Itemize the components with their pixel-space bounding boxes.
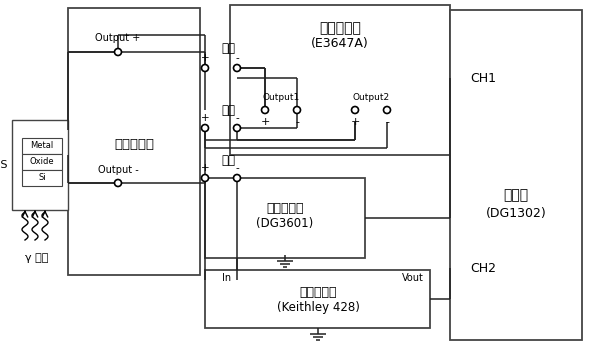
Text: CH1: CH1 [470, 72, 496, 84]
Circle shape [233, 125, 241, 131]
Text: 电流放大器: 电流放大器 [299, 285, 337, 299]
Text: 控制: 控制 [221, 103, 235, 116]
Circle shape [202, 125, 208, 131]
Bar [230, 5, 450, 155]
Text: 固态继电器: 固态继电器 [114, 139, 154, 151]
Text: 直流电压源: 直流电压源 [319, 21, 361, 35]
Text: Si: Si [38, 174, 46, 183]
Text: -: - [385, 117, 389, 127]
Text: +: + [260, 117, 270, 127]
Text: Output2: Output2 [352, 92, 390, 102]
Circle shape [202, 64, 208, 72]
Text: Output -: Output - [98, 165, 139, 175]
Circle shape [294, 106, 300, 113]
Text: -: - [235, 163, 239, 173]
Circle shape [115, 179, 122, 187]
Text: -: - [295, 117, 299, 127]
Circle shape [383, 106, 390, 113]
Text: +: + [350, 117, 359, 127]
Bar [205, 178, 365, 258]
Circle shape [233, 64, 241, 72]
Bar [22, 154, 62, 170]
Bar [22, 170, 62, 186]
Bar [68, 8, 200, 275]
Text: +: + [201, 113, 210, 123]
Text: 信号发生器: 信号发生器 [266, 202, 304, 214]
Circle shape [261, 106, 269, 113]
Text: γ 射线: γ 射线 [25, 253, 49, 263]
Text: (Keithley 428): (Keithley 428) [276, 301, 359, 314]
Text: In: In [222, 273, 231, 283]
Text: -: - [235, 113, 239, 123]
Text: -: - [235, 53, 239, 63]
Text: 偏压: 偏压 [221, 42, 235, 54]
Text: (DG3601): (DG3601) [256, 218, 313, 231]
Text: CH2: CH2 [470, 261, 496, 275]
Text: +: + [201, 53, 210, 63]
Text: 测试: 测试 [221, 154, 235, 166]
Circle shape [352, 106, 359, 113]
Text: Oxide: Oxide [30, 158, 54, 166]
Circle shape [233, 174, 241, 182]
Bar [450, 10, 582, 340]
Text: (E3647A): (E3647A) [311, 38, 369, 50]
Circle shape [202, 174, 208, 182]
Text: MOS: MOS [0, 160, 8, 170]
Text: (DG1302): (DG1302) [485, 207, 546, 219]
Text: +: + [201, 163, 210, 173]
Circle shape [115, 48, 122, 55]
Text: Vout: Vout [402, 273, 424, 283]
Text: Output1: Output1 [262, 92, 300, 102]
Bar [205, 270, 430, 328]
Text: Output +: Output + [96, 33, 141, 43]
Bar [12, 120, 68, 210]
Bar [22, 138, 62, 154]
Text: Metal: Metal [30, 141, 54, 150]
Text: 示波器: 示波器 [503, 188, 528, 202]
